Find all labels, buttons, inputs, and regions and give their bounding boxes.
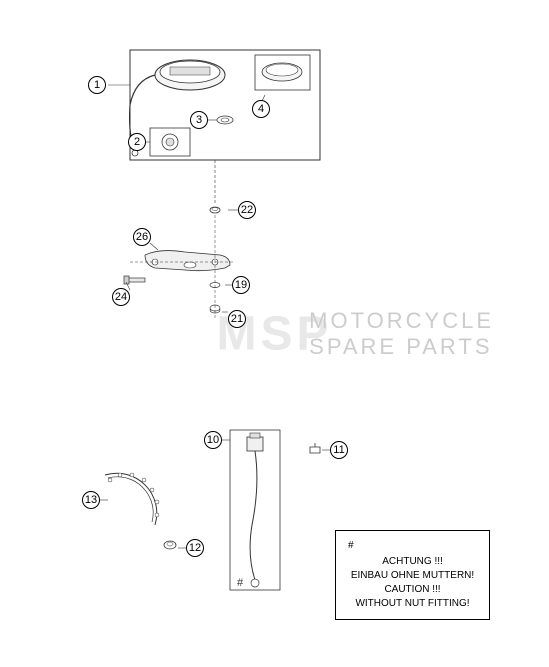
warning-line3: CAUTION !!! [348, 583, 477, 597]
callout-19-label: 19 [232, 276, 250, 294]
callout-2: 2 [128, 133, 146, 151]
callout-3: 3 [190, 111, 208, 129]
svg-text:#: # [237, 577, 244, 589]
callout-26-label: 26 [133, 228, 151, 246]
callout-10-label: 10 [204, 431, 222, 449]
callout-19: 19 [232, 276, 250, 294]
callout-4-label: 4 [252, 100, 270, 118]
callout-21-label: 21 [228, 310, 246, 328]
warning-line4: WITHOUT NUT FITTING! [348, 597, 477, 611]
callout-21: 21 [228, 310, 246, 328]
callout-11: 11 [330, 441, 348, 459]
callout-1: 1 [88, 76, 106, 94]
warning-line2: EINBAU OHNE MUTTERN! [348, 569, 477, 583]
callout-13-label: 13 [82, 491, 100, 509]
callout-24: 24 [112, 288, 130, 306]
callout-13: 13 [82, 491, 100, 509]
callout-2-label: 2 [128, 133, 146, 151]
callout-22: 22 [238, 201, 256, 219]
warning-box: # ACHTUNG !!! EINBAU OHNE MUTTERN! CAUTI… [335, 530, 490, 620]
warning-line1: ACHTUNG !!! [348, 555, 477, 569]
callout-1-label: 1 [88, 76, 106, 94]
callout-3-label: 3 [190, 111, 208, 129]
callout-12: 12 [186, 539, 204, 557]
callout-11-label: 11 [330, 441, 348, 459]
callout-24-label: 24 [112, 288, 130, 306]
callout-26: 26 [133, 228, 151, 246]
callout-10: 10 [204, 431, 222, 449]
callout-22-label: 22 [238, 201, 256, 219]
callout-4: 4 [252, 100, 270, 118]
warning-hash: # [348, 539, 477, 553]
callout-12-label: 12 [186, 539, 204, 557]
